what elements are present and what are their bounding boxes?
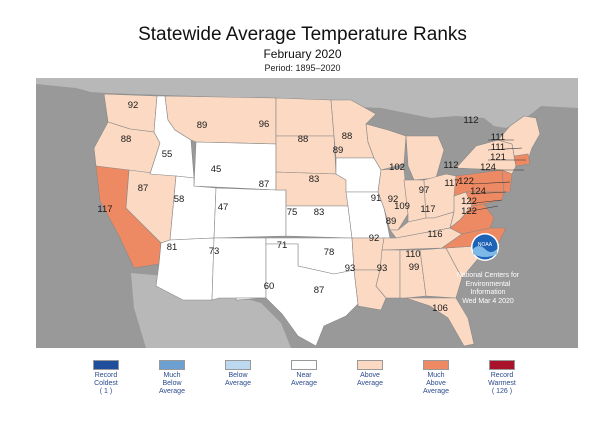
legend-label: Near Average bbox=[291, 372, 317, 387]
legend-swatch bbox=[291, 360, 317, 370]
state-georgia bbox=[419, 247, 463, 299]
rank-label: 87 bbox=[138, 183, 149, 194]
rank-label: 58 bbox=[174, 194, 185, 205]
noaa-logo: NOAA bbox=[471, 233, 499, 261]
rank-label: 112 bbox=[443, 160, 458, 171]
rank-label: 121 bbox=[490, 152, 506, 163]
rank-label: 88 bbox=[298, 134, 309, 145]
rank-label: 92 bbox=[369, 233, 380, 244]
legend-item-below: Below Average bbox=[212, 360, 264, 388]
rank-label: 91 bbox=[371, 193, 382, 204]
rank-label: 112 bbox=[463, 115, 478, 126]
rank-label: 60 bbox=[264, 281, 275, 292]
rank-label: 122 bbox=[461, 196, 477, 207]
legend-item-much-below: Much Below Average bbox=[146, 360, 198, 396]
rank-label: 93 bbox=[377, 263, 388, 274]
rank-label: 122 bbox=[458, 176, 474, 187]
rank-label: 99 bbox=[409, 262, 420, 273]
state-new-mexico bbox=[211, 237, 267, 301]
legend-swatch bbox=[93, 360, 119, 370]
rank-label: 89 bbox=[333, 145, 344, 156]
legend-item-record-warmest: Record Warmest ( 126 ) bbox=[476, 360, 528, 396]
rank-label: 93 bbox=[345, 263, 356, 274]
state-wisconsin bbox=[365, 123, 407, 171]
legend-item-above: Above Average bbox=[344, 360, 396, 388]
rank-label: 92 bbox=[388, 194, 399, 205]
legend-item-much-above: Much Above Average bbox=[410, 360, 462, 396]
rank-label: 83 bbox=[314, 207, 325, 218]
legend-swatch bbox=[357, 360, 383, 370]
state-colorado bbox=[213, 187, 287, 239]
legend-swatch bbox=[423, 360, 449, 370]
rank-label: 109 bbox=[394, 201, 410, 212]
rank-label: 89 bbox=[386, 216, 397, 227]
rank-label: 111 bbox=[491, 142, 505, 153]
legend-label: Much Above Average bbox=[423, 372, 449, 395]
legend-swatch bbox=[159, 360, 185, 370]
map-subtitle: February 2020 bbox=[263, 47, 342, 61]
rank-label: 47 bbox=[218, 202, 229, 213]
credit-line-2: Environmental bbox=[465, 280, 511, 288]
map-period: Period: 1895–2020 bbox=[264, 63, 341, 73]
rank-label: 45 bbox=[211, 164, 222, 175]
state-arizona bbox=[155, 237, 215, 301]
legend-swatch bbox=[489, 360, 515, 370]
rank-label: 117 bbox=[420, 204, 435, 215]
rank-label: 116 bbox=[427, 229, 442, 240]
rank-label: 81 bbox=[167, 242, 178, 253]
state-florida bbox=[405, 297, 475, 347]
rank-label: 122 bbox=[461, 206, 477, 217]
credit-line-1: National Centers for bbox=[456, 272, 520, 279]
rank-label: 106 bbox=[432, 303, 448, 314]
legend-item-near: Near Average bbox=[278, 360, 330, 388]
us-temperature-rank-map: 92 88 117 55 87 58 81 89 45 47 73 96 88 87 75 71 60 88 83 8… bbox=[36, 78, 578, 348]
rank-label: 117 bbox=[97, 204, 112, 215]
noaa-logo-text: NOAA bbox=[478, 242, 493, 248]
rank-label: 71 bbox=[277, 240, 288, 251]
rank-label: 88 bbox=[342, 131, 353, 142]
state-texas bbox=[235, 243, 359, 347]
legend-swatch bbox=[225, 360, 251, 370]
legend-label: Above Average bbox=[357, 372, 383, 387]
rank-label: 78 bbox=[324, 247, 335, 258]
legend-label: Below Average bbox=[225, 372, 251, 387]
rank-label: 124 bbox=[480, 162, 496, 173]
rank-label: 111 bbox=[491, 132, 505, 143]
rank-label: 87 bbox=[259, 179, 270, 190]
legend: Record Coldest ( 1 ) Much Below Average Be… bbox=[80, 360, 530, 410]
rank-label: 124 bbox=[470, 186, 486, 197]
rank-label: 92 bbox=[128, 100, 139, 111]
map-title: Statewide Average Temperature Ranks bbox=[138, 24, 467, 45]
credit-line-3: Information bbox=[470, 289, 506, 296]
rank-label: 102 bbox=[389, 162, 405, 173]
rank-label: 110 bbox=[405, 249, 420, 260]
ncei-credit: National Centers for Environmental Infor… bbox=[448, 272, 528, 306]
rank-label: 97 bbox=[419, 185, 430, 196]
rank-label: 83 bbox=[309, 174, 320, 185]
rank-label: 87 bbox=[314, 285, 325, 296]
rank-label: 75 bbox=[287, 207, 298, 218]
legend-label: Much Below Average bbox=[159, 372, 185, 395]
rank-label: 89 bbox=[197, 120, 208, 131]
rank-label: 117 bbox=[444, 178, 459, 189]
state-north-dakota bbox=[275, 97, 335, 137]
leader-lines bbox=[465, 139, 526, 213]
rank-label: 55 bbox=[162, 149, 173, 160]
state-new-england bbox=[497, 115, 541, 167]
rank-label: 88 bbox=[121, 134, 132, 145]
rank-label: 96 bbox=[259, 119, 270, 130]
credit-date: Wed Mar 4 2020 bbox=[462, 297, 514, 305]
rank-labels: 92 88 117 55 87 58 81 89 45 47 73 96 88 87 75 71 60 88 83 8… bbox=[97, 100, 506, 314]
legend-label: Record Warmest ( 126 ) bbox=[488, 372, 516, 395]
rank-label: 73 bbox=[209, 246, 220, 257]
state-alabama bbox=[399, 249, 427, 299]
legend-label: Record Coldest ( 1 ) bbox=[94, 372, 118, 395]
legend-item-record-coldest: Record Coldest ( 1 ) bbox=[80, 360, 132, 396]
